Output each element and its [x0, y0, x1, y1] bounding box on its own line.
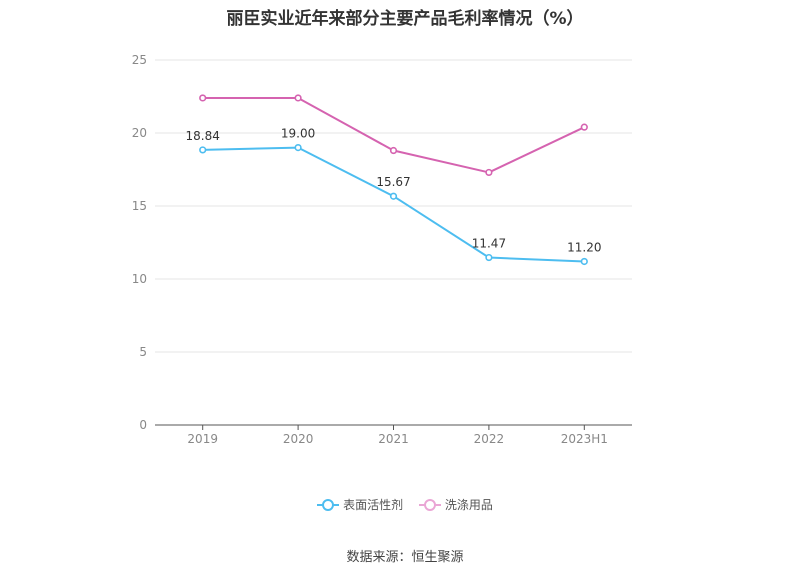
data-point: [199, 94, 207, 102]
data-label: 15.67: [376, 175, 410, 189]
data-point: [389, 192, 398, 200]
source-note: 数据来源：恒生聚源: [346, 550, 464, 565]
x-tick-label: 2021: [378, 432, 409, 446]
x-tick-label: 2020: [283, 432, 314, 446]
chart-title: 丽臣实业近年来部分主要产品毛利率情况（%）: [226, 9, 584, 29]
data-point: [580, 123, 588, 131]
y-tick-label: 25: [132, 53, 147, 67]
x-tick-label: 2019: [187, 432, 218, 446]
legend-marker-icon: [317, 498, 340, 511]
data-label: 18.84: [186, 129, 220, 143]
legend-marker-icon: [418, 498, 441, 511]
y-tick-label: 10: [132, 272, 147, 286]
legend-label: 洗涤用品: [444, 498, 493, 512]
data-point: [580, 257, 588, 266]
data-point: [389, 146, 398, 155]
y-tick-label: 5: [139, 345, 147, 359]
legend-label: 表面活性剂: [343, 498, 404, 512]
data-labels: 18.84 19.00 15.67 11.47 11.20: [186, 127, 602, 255]
legend-item-series-2[interactable]: 洗涤用品: [418, 496, 493, 513]
data-label: 19.00: [281, 127, 315, 141]
y-tick-label: 20: [132, 126, 147, 140]
data-point: [485, 168, 493, 177]
data-label: 11.47: [472, 237, 506, 251]
data-point: [485, 253, 493, 262]
series-line-2: [202, 96, 585, 174]
data-point: [294, 94, 302, 102]
axes: 0 5 10 15 20 25 2019 2020 2021 2022 2023H1: [132, 53, 632, 446]
data-point: [294, 144, 302, 152]
series-line-1: [202, 146, 585, 263]
y-tick-label: 0: [139, 418, 147, 432]
data-label: 11.20: [567, 240, 601, 254]
legend-item-series-1[interactable]: 表面活性剂: [317, 496, 403, 513]
series-lines: [199, 94, 588, 266]
x-tick-label: 2023H1: [561, 432, 608, 446]
data-point: [199, 146, 207, 154]
legend: 表面活性剂 洗涤用品: [0, 496, 810, 515]
grid-lines: [155, 59, 632, 353]
y-tick-label: 15: [132, 199, 147, 213]
x-tick-label: 2022: [474, 432, 505, 446]
